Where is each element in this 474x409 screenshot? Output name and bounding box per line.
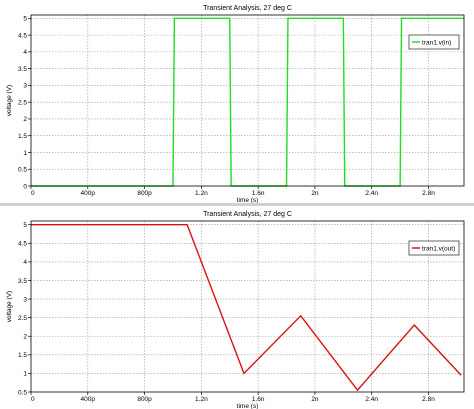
chart-out: Transient Analysis, 27 deg C 0 400p 800p 1.2… — [6, 211, 465, 409]
x-tick-label: 0 — [31, 396, 35, 403]
x-tick-label: 800p — [137, 190, 152, 197]
y-tick-label: 3 — [23, 296, 27, 303]
y-tick-label: 1 — [23, 371, 27, 378]
x-tick-label: 400p — [81, 190, 96, 197]
x-axis-label: time (s) — [237, 403, 259, 409]
y-axis-label: voltage (V) — [6, 85, 13, 116]
y-tick-label: 2 — [23, 334, 27, 341]
chart-panel-out: Transient Analysis, 27 deg C 0 400p 800p 1.2… — [0, 206, 474, 409]
legend-label: tran1.v(out) — [422, 245, 455, 252]
y-tick-label: 5 — [23, 16, 27, 23]
y-tick-label: 0 — [23, 183, 27, 190]
plot-frame — [30, 14, 465, 187]
y-tick-label: 4 — [23, 49, 27, 56]
y-tick-label: 4.5 — [18, 241, 27, 248]
y-tick-label: 5 — [23, 222, 27, 229]
legend-box — [408, 34, 460, 50]
y-tick-label: 1.5 — [18, 352, 27, 359]
y-tick-label: 1.5 — [18, 133, 27, 140]
x-tick-label: 1.6n — [252, 190, 265, 197]
x-tick-label: 2n — [311, 190, 319, 197]
x-tick-label: 800p — [137, 396, 152, 403]
y-axis-label: voltage (V) — [6, 291, 13, 322]
y-tick-label: 0.5 — [18, 389, 27, 396]
chart-title: Transient Analysis, 27 deg C — [203, 211, 292, 218]
y-tick-label: 3 — [23, 83, 27, 90]
x-tick-label: 1.2n — [195, 396, 208, 403]
x-tick-label: 2.4n — [365, 396, 378, 403]
x-tick-label: 2.8n — [422, 396, 435, 403]
y-tick-label: 2 — [23, 116, 27, 123]
plot-area — [31, 15, 464, 186]
y-tick-label: 3.5 — [18, 278, 27, 285]
series-line-0 — [31, 224, 462, 392]
x-axis-label: time (s) — [237, 197, 259, 203]
plot-area — [31, 221, 464, 392]
x-tick-label: 400p — [81, 396, 96, 403]
chart-in: Transient Analysis, 27 deg C 0 400p 800p 1.2… — [6, 5, 465, 203]
plot-frame — [30, 220, 465, 393]
x-tick-label: 1.6n — [252, 396, 265, 403]
x-tick-label: 2n — [311, 396, 319, 403]
y-tick-label: 4 — [23, 259, 27, 266]
y-tick-label: 1 — [23, 150, 27, 157]
chart-title: Transient Analysis, 27 deg C — [203, 5, 292, 12]
series-line-0 — [31, 17, 464, 187]
y-tick-label: 2.5 — [18, 99, 27, 106]
y-tick-label: 0.5 — [18, 167, 27, 174]
legend-box — [408, 240, 460, 256]
panel-divider — [0, 203, 474, 206]
chart-panel-in: Transient Analysis, 27 deg C 0 400p 800p 1.2… — [0, 0, 474, 203]
x-tick-label: 2.4n — [365, 190, 378, 197]
x-tick-label: 1.2n — [195, 190, 208, 197]
x-tick-label: 0 — [31, 190, 35, 197]
legend-label: tran1.v(in) — [422, 39, 451, 46]
y-tick-label: 3.5 — [18, 66, 27, 73]
x-tick-label: 2.8n — [422, 190, 435, 197]
y-tick-label: 2.5 — [18, 315, 27, 322]
y-tick-label: 4.5 — [18, 32, 27, 39]
